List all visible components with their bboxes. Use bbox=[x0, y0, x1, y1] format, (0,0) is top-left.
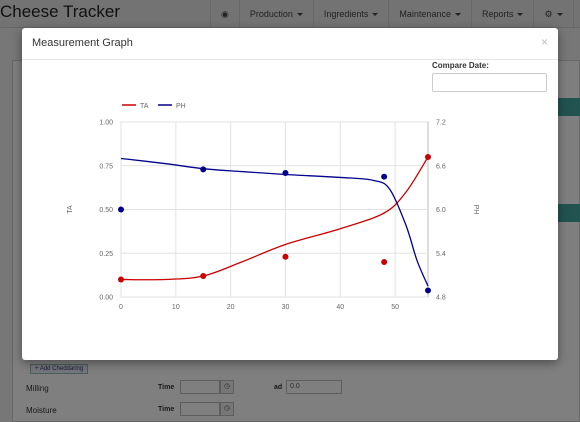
compare-date-input[interactable] bbox=[432, 73, 547, 92]
y-left-tick-label: 0.25 bbox=[99, 251, 113, 258]
chart-legend: TA PH bbox=[122, 103, 186, 110]
chart-grid bbox=[120, 121, 429, 298]
y-left-tick-label: 1.00 bbox=[99, 120, 113, 127]
legend-label-ta: TA bbox=[140, 103, 149, 110]
ph-data-point bbox=[425, 287, 431, 294]
y-left-tick-label: 0.50 bbox=[99, 207, 113, 214]
x-tick-label: 10 bbox=[172, 304, 180, 311]
y-right-tick-label: 5.4 bbox=[436, 251, 446, 258]
y-left-tick-label: 0.00 bbox=[99, 295, 113, 302]
ta-data-point bbox=[381, 259, 388, 265]
legend-label-ph: PH bbox=[176, 103, 186, 110]
y-right-tick-label: 7.2 bbox=[436, 120, 446, 127]
x-tick-label: 40 bbox=[336, 304, 344, 311]
y-left-tick-label: 0.75 bbox=[99, 163, 113, 170]
y-right-tick-label: 4.8 bbox=[436, 295, 446, 302]
ph-data-point bbox=[282, 170, 289, 177]
y-left-axis-title: TA bbox=[67, 205, 74, 214]
y-right-axis-title: PH bbox=[472, 205, 479, 215]
ta-series-line bbox=[120, 156, 429, 281]
ph-data-point bbox=[381, 173, 388, 180]
ta-data-point bbox=[425, 154, 431, 160]
y-right-tick-label: 6.0 bbox=[436, 207, 446, 214]
compare-date-label: Compare Date: bbox=[432, 61, 489, 70]
y-right-tick-label: 6.6 bbox=[436, 163, 446, 170]
x-tick-label: 0 bbox=[119, 304, 123, 311]
chart-ticks: 0.00 4.8 0.25 5.4 0.50 6.0 0.75 6.6 1.00 7.2 0 10 20… bbox=[67, 120, 479, 312]
ph-data-point bbox=[200, 166, 207, 173]
ta-data-point bbox=[282, 253, 289, 260]
x-tick-label: 50 bbox=[391, 304, 399, 311]
ph-data-point bbox=[118, 206, 124, 213]
chart-series bbox=[118, 154, 431, 294]
ph-series-line bbox=[120, 157, 429, 287]
ta-data-point bbox=[200, 273, 207, 279]
close-icon[interactable]: × bbox=[540, 35, 548, 49]
measurement-chart: 0.00 4.8 0.25 5.4 0.50 6.0 0.75 6.6 1.00 7.2 0 10 20… bbox=[67, 103, 479, 312]
modal-title: Measurement Graph bbox=[32, 37, 133, 49]
x-tick-label: 20 bbox=[227, 304, 235, 311]
x-tick-label: 30 bbox=[282, 304, 290, 311]
modal-header: Measurement Graph × bbox=[22, 28, 558, 60]
measurement-graph-modal: Measurement Graph × Compare Date: 0.00 4.… bbox=[22, 28, 558, 360]
ta-data-point bbox=[118, 276, 124, 283]
